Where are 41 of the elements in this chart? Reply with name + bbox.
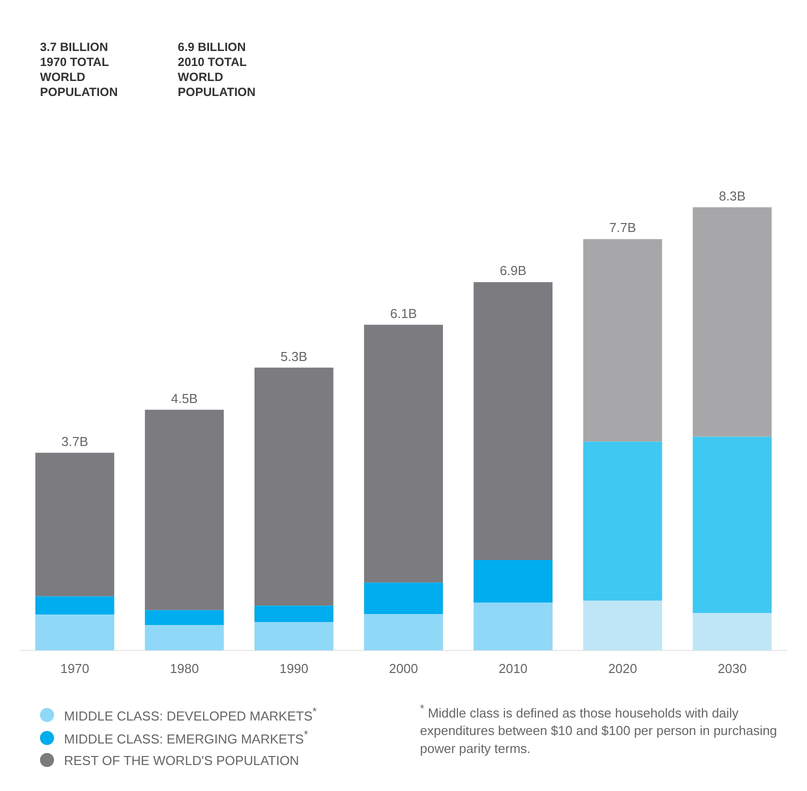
bar: [254, 622, 334, 650]
text: 3.7 BILLION 1970 TOTAL WORLD POPULATION: [40, 40, 118, 100]
bar: [692, 436, 772, 614]
legend-label: MIDDLE CLASS: DEVELOPED MARKETS$^{*}$: [64, 706, 317, 724]
bar: [583, 600, 662, 650]
text: $^{*}$ Middle class is defined as those households with daily expenditures between $10 and $100 per person in purchasing power parity terms.: [420, 702, 778, 758]
bar: [144, 410, 224, 610]
bar: [474, 560, 553, 603]
bar: [692, 207, 772, 437]
bar: [364, 324, 443, 583]
annotation: 6.1B: [390, 306, 417, 321]
bar: [364, 582, 443, 614]
bar: [35, 596, 114, 615]
text: 8.3B: [718, 188, 746, 204]
bar: [583, 239, 662, 442]
x-tick-label: 1970: [60, 660, 90, 676]
x-tick-label: 2000: [389, 660, 418, 676]
bar: [474, 282, 553, 560]
bar: [364, 614, 443, 650]
annotation: 5.3B: [280, 348, 308, 364]
bar: [35, 452, 114, 596]
bar: [583, 442, 662, 601]
bar: [254, 368, 334, 606]
annotation: 7.7B: [609, 220, 636, 236]
bar: [144, 610, 224, 626]
x-tick-label: 2030: [718, 660, 747, 676]
annotation: 6.9B: [500, 263, 526, 278]
x-tick-label: 2010: [498, 660, 528, 676]
text: 6.9 BILLION 2010 TOTAL WORLD POPULATION: [178, 40, 256, 100]
annotation: 4.5B: [170, 390, 198, 406]
legend-label: REST OF THE WORLD'S POPULATION: [64, 752, 300, 768]
legend-label: MIDDLE CLASS: EMERGING MARKETS$^{*}$: [64, 729, 308, 747]
bar: [35, 614, 114, 650]
bar: [474, 602, 553, 650]
bar: [692, 613, 772, 650]
annotation: 3.7B: [61, 434, 88, 449]
bar: [254, 606, 334, 622]
x-tick-label: 1990: [279, 660, 308, 676]
x-tick-label: 2020: [608, 660, 638, 676]
x-tick-label: 1980: [170, 660, 199, 676]
bar: [144, 625, 224, 650]
